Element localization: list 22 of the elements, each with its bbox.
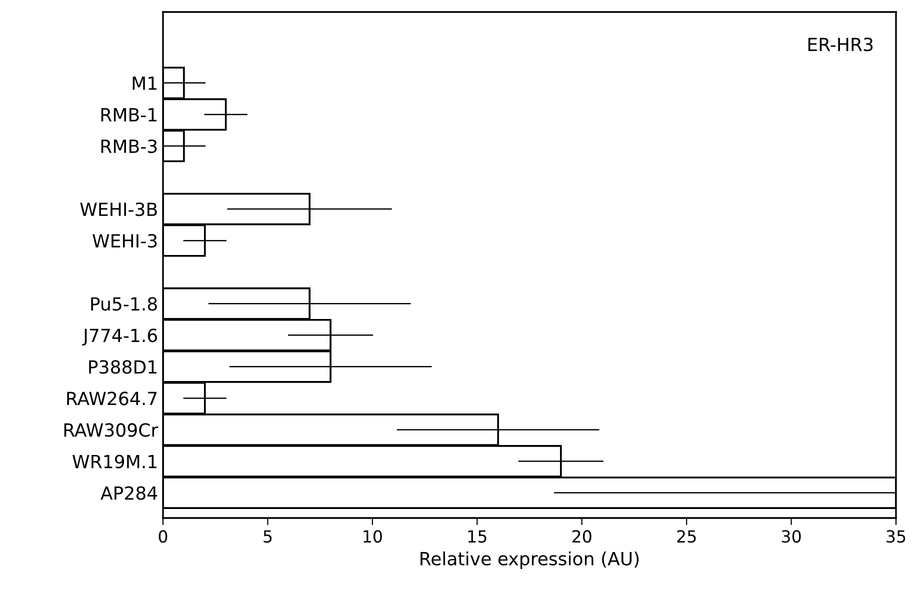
y-tick-label: RAW264.7 xyxy=(67,392,157,406)
y-tick-label: J774-1.6 xyxy=(82,328,157,346)
y-tick-label: WR19M.1 xyxy=(72,454,156,468)
y-tick-label: RMB-3 xyxy=(101,139,157,154)
y-tick-label: M1 xyxy=(132,76,156,90)
x-tick-label: 0 xyxy=(158,530,168,543)
x-tick-label: 10 xyxy=(364,530,382,543)
y-tick-label: AP284 xyxy=(100,486,158,500)
x-tick-label: 20 xyxy=(572,530,592,543)
text: ER-HR3 xyxy=(808,38,873,52)
y-tick-label: Pu5-1.8 xyxy=(91,297,157,311)
x-tick-label: 25 xyxy=(677,530,696,543)
x-tick-label: 35 xyxy=(886,530,906,543)
y-tick-label: RAW309Cr xyxy=(64,423,158,437)
y-tick-label: P388D1 xyxy=(89,360,156,374)
x-tick-label: 30 xyxy=(782,530,801,543)
x-tick-label: 15 xyxy=(468,530,486,543)
x-axis-title: Relative expression (AU) xyxy=(420,551,639,569)
y-tick-label: RMB-1 xyxy=(101,108,156,122)
y-tick-label: WEHI-3B xyxy=(80,202,157,216)
x-tick-label: 5 xyxy=(264,530,272,543)
y-tick-label: WEHI-3 xyxy=(92,234,157,248)
